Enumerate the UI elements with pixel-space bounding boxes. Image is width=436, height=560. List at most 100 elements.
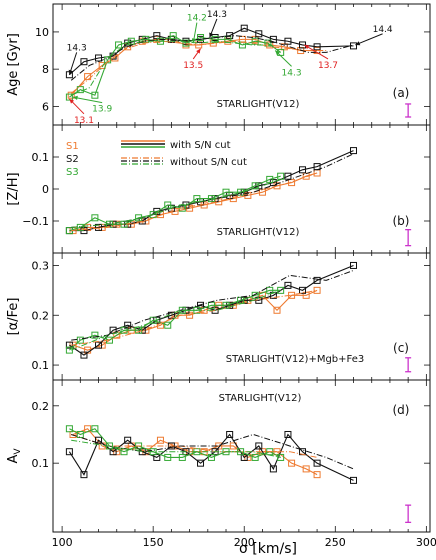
legend: S1 S2 S3 with S/N cut without S/N cut: [66, 140, 247, 178]
legend-without-cut: without S/N cut: [170, 157, 247, 168]
annotation-arrow: [355, 33, 383, 46]
data-point: [164, 321, 172, 329]
data-point: [120, 448, 128, 456]
data-point: [277, 172, 285, 180]
data-point: [255, 442, 263, 450]
data-point: [76, 86, 84, 94]
data-point: [153, 32, 161, 40]
y-tick-label: −0.1: [22, 215, 49, 228]
data-point: [197, 459, 205, 467]
panel-note: STARLIGHT(V12): [217, 99, 300, 110]
panel-frame: [52, 379, 431, 533]
data-point: [178, 453, 186, 461]
annotation-arrowhead: [73, 95, 78, 101]
data-point: [149, 211, 157, 219]
annotation-label: 14.3: [67, 43, 87, 53]
data-point: [266, 286, 274, 294]
data-point: [76, 336, 84, 344]
data-point: [277, 453, 285, 461]
data-point: [226, 430, 234, 438]
x-tick-label: 200: [234, 536, 255, 549]
data-point: [313, 276, 321, 284]
data-point: [115, 41, 123, 49]
annotation-label: 13.5: [183, 61, 203, 71]
annotation-arrowhead: [68, 69, 73, 75]
series-line: [69, 35, 281, 98]
y-axis-label: [α/Fe]: [6, 298, 21, 336]
annotation-arrowhead: [191, 38, 197, 44]
legend-with-cut: with S/N cut: [170, 140, 231, 151]
series-line: [69, 428, 281, 459]
y-axis-label: [Z/H]: [6, 172, 21, 205]
data-point: [313, 471, 321, 479]
x-axis: σ [km/s] 100 150 200 250 300: [52, 536, 436, 557]
data-point: [284, 430, 292, 438]
data-point: [299, 166, 307, 174]
panel-label: (d): [393, 403, 410, 417]
data-point: [80, 58, 88, 66]
panel-label: (a): [393, 86, 410, 100]
annotation-label: 13.1: [74, 116, 94, 126]
panel-note: STARLIGHT(V12)+Mgb+Fe3: [226, 354, 365, 365]
data-point: [69, 430, 77, 438]
data-point: [269, 291, 277, 299]
data-point: [284, 172, 292, 180]
data-point: [299, 286, 307, 294]
data-point: [84, 73, 92, 81]
data-point: [302, 291, 310, 299]
legend-dashdot-swatch: [121, 157, 165, 165]
x-tick-label: 100: [52, 536, 73, 549]
data-point: [67, 91, 75, 99]
data-point: [226, 32, 234, 40]
data-point: [186, 311, 194, 319]
data-point: [350, 261, 358, 269]
series-line: [72, 289, 318, 351]
data-point: [76, 223, 84, 231]
series-line: [71, 289, 281, 351]
y-tick-label: 0.3: [32, 259, 50, 272]
data-point: [124, 321, 132, 329]
y-tick-label: 0.2: [32, 309, 50, 322]
data-point: [269, 465, 277, 473]
legend-solid-swatch: [121, 140, 165, 148]
data-point: [313, 43, 321, 51]
data-point: [255, 30, 263, 38]
data-point: [240, 24, 248, 32]
y-tick-label: 0.1: [32, 359, 50, 372]
data-point: [182, 39, 190, 47]
panel-c: 0.1 0.2 0.3 [α/Fe] STARLIGHT(V12)+Mgb+Fe3 (c): [6, 252, 431, 381]
data-point: [266, 175, 274, 183]
series-line: [71, 439, 281, 458]
data-point: [299, 41, 307, 49]
panel-label: (c): [393, 341, 409, 355]
series-line: [70, 35, 354, 81]
series-line: [68, 433, 354, 481]
data-point: [350, 42, 358, 50]
data-point: [91, 425, 99, 433]
annotation-label: 14.2: [187, 14, 207, 24]
data-point: [350, 147, 358, 155]
annotation-label: 14.3: [282, 68, 302, 78]
data-point: [91, 214, 99, 222]
y-tick-label: 6: [42, 100, 49, 113]
annotation-label: 14.4: [373, 25, 393, 35]
data-point: [80, 471, 88, 479]
data-point: [313, 459, 321, 467]
data-point: [284, 281, 292, 289]
panel-note: STARLIGHT(V12): [219, 393, 302, 404]
legend-s3: S3: [66, 167, 79, 178]
panel-d: 0.1 0.2 AV STARLIGHT(V12) (d): [6, 379, 431, 533]
data-point: [350, 476, 358, 484]
data-point: [280, 43, 288, 51]
data-point: [65, 448, 73, 456]
y-tick-label: 0.2: [32, 400, 50, 413]
data-point: [142, 35, 150, 43]
data-point: [95, 341, 103, 349]
data-point: [91, 91, 99, 99]
series-line: [70, 40, 327, 94]
series-line: [71, 434, 318, 458]
y-axis-label: AV: [6, 448, 23, 464]
legend-s2: S2: [66, 154, 79, 165]
data-point: [207, 453, 215, 461]
